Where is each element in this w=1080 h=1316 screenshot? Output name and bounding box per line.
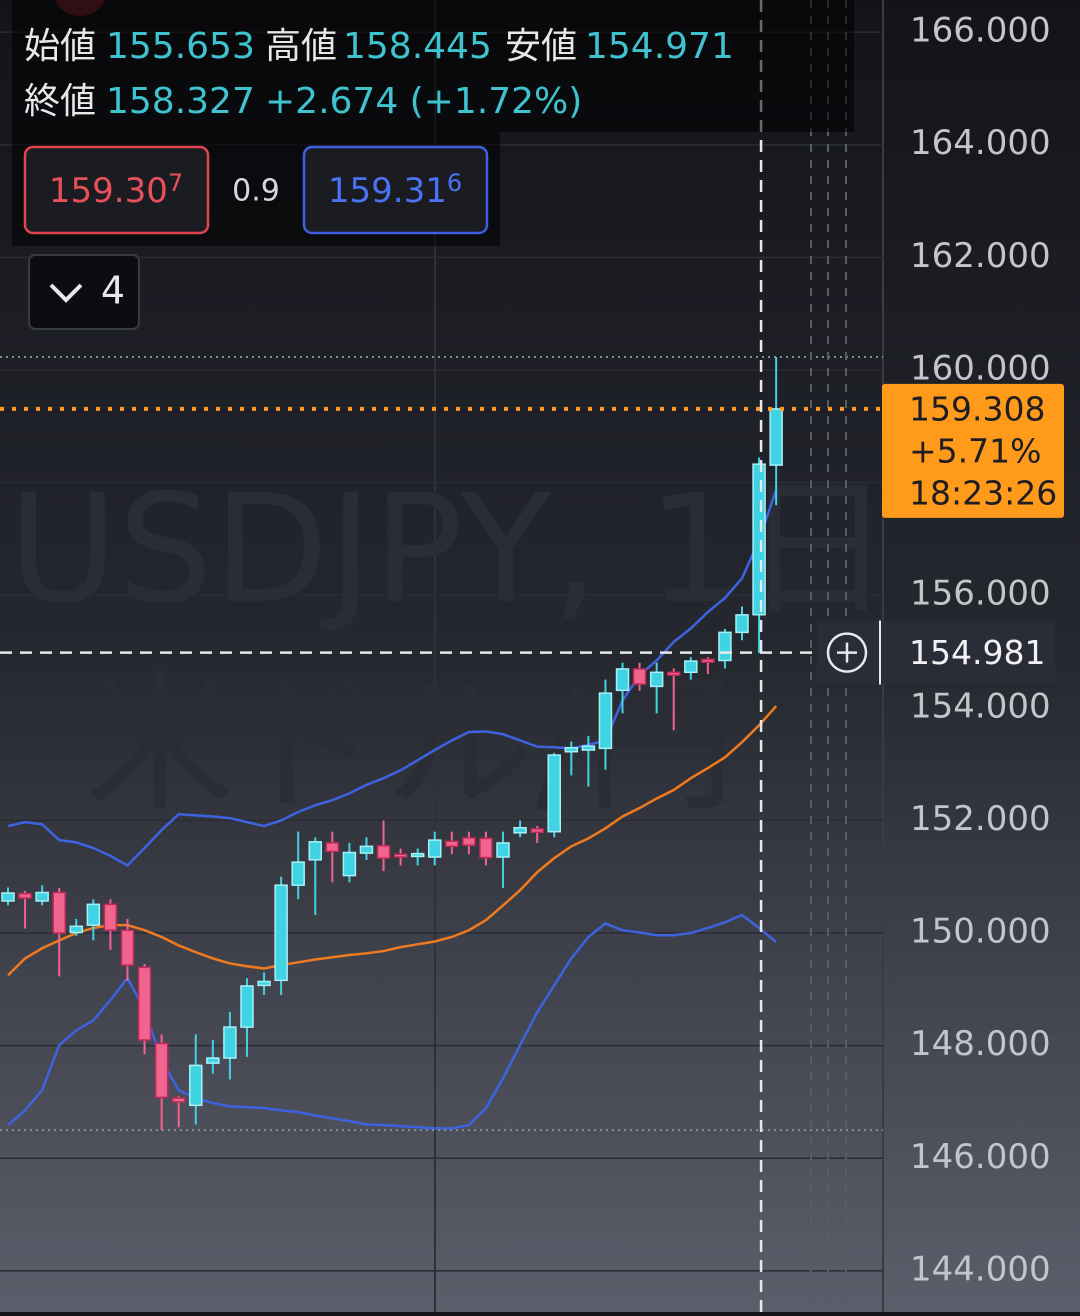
candle-body	[496, 842, 510, 858]
buy-button[interactable]	[302, 145, 489, 235]
candle-body	[718, 631, 732, 662]
low-value: 154.971	[585, 26, 734, 67]
candle-body	[513, 826, 527, 834]
candle-body	[410, 852, 425, 858]
candle-body	[325, 842, 340, 853]
candle-body	[120, 929, 135, 966]
candle-body	[171, 1097, 186, 1103]
indicator-toggle[interactable]	[28, 254, 140, 330]
sell-price-pip: 7	[168, 169, 183, 197]
y-tick-label: 152.000	[910, 799, 1051, 839]
chevron-icon	[49, 283, 83, 303]
candle-body	[103, 903, 118, 931]
candle-body	[1, 892, 15, 902]
price-tag	[882, 383, 1064, 518]
ohlc-header: 始値 155.653 高値 158.445 安値 154.971 終値 158.…	[24, 26, 734, 122]
candle-body	[393, 853, 408, 858]
candle-body	[462, 837, 476, 846]
candle-body	[137, 966, 152, 1041]
high-label: 高値	[265, 26, 337, 67]
y-tick-label: 164.000	[910, 123, 1051, 163]
candle-body	[223, 1026, 237, 1059]
candle-body	[18, 892, 32, 899]
candle-body	[86, 903, 101, 926]
candle-body	[359, 845, 374, 854]
indicator-line	[7, 489, 778, 868]
candle-body	[69, 925, 84, 934]
watermark-symbol: USDJPY, 1日	[8, 463, 892, 637]
buy-price[interactable]: 159.316	[328, 169, 462, 211]
candle-body	[701, 658, 715, 663]
candle-body	[154, 1042, 169, 1099]
candle-body	[666, 671, 681, 676]
candle-body	[564, 747, 579, 753]
candle-body	[342, 851, 357, 877]
y-tick-label: 150.000	[910, 912, 1051, 952]
close-label: 終値	[24, 81, 96, 122]
open-label: 始値	[24, 26, 96, 67]
bar-countdown: 18:23:26	[909, 473, 1057, 512]
plus-icon	[837, 642, 857, 663]
candle-body	[376, 845, 391, 859]
y-tick-label: 146.000	[910, 1137, 1051, 1177]
candle-body	[240, 985, 254, 1028]
candle-body	[769, 408, 783, 466]
indicator-line	[7, 705, 778, 977]
candle-body	[52, 891, 66, 934]
candle-body	[735, 614, 749, 634]
price-label: 159.308	[909, 389, 1045, 428]
close-value: 158.327	[106, 81, 255, 122]
sell-button[interactable]	[23, 145, 210, 235]
sell-price[interactable]: 159.307	[49, 169, 183, 211]
candle-body	[547, 754, 561, 833]
candle-body	[257, 980, 271, 987]
candle-body	[581, 745, 596, 751]
buy-price-main: 159.31	[328, 171, 447, 211]
candle-body	[752, 463, 766, 616]
y-tick-label: 148.000	[910, 1024, 1051, 1064]
high-value: 158.445	[343, 26, 492, 67]
candle-body	[274, 884, 288, 982]
candle-body	[530, 828, 544, 833]
candle-body	[598, 692, 613, 750]
low-label: 安値	[505, 26, 577, 67]
candle-body	[684, 660, 698, 674]
y-tick-label: 166.000	[910, 11, 1051, 51]
y-tick-label: 154.000	[910, 686, 1051, 726]
indicator-count: 4	[101, 269, 125, 313]
price-change: +5.71%	[909, 431, 1041, 470]
candle-body	[445, 840, 459, 848]
candle-body	[35, 891, 49, 902]
candle-body	[428, 839, 442, 858]
candle-body	[308, 841, 323, 861]
buy-price-pip: 6	[447, 169, 462, 197]
candle-body	[615, 668, 630, 692]
indicator-line	[7, 913, 777, 1130]
candle-body	[206, 1057, 220, 1064]
crosshair-tag	[817, 620, 1055, 685]
crosshair-price: 154.981	[909, 633, 1045, 672]
open-value: 155.653	[106, 26, 255, 67]
crosshair-add-icon[interactable]	[826, 632, 868, 673]
candle-body	[291, 861, 305, 886]
spread: 0.9	[232, 174, 280, 209]
y-tick-label: 144.000	[910, 1249, 1051, 1289]
candle-body	[649, 671, 664, 688]
y-tick-label: 162.000	[910, 236, 1051, 276]
candle-body	[479, 837, 493, 859]
candle-body	[632, 668, 647, 685]
y-tick-label: 160.000	[910, 348, 1051, 388]
change-value: +2.674 (+1.72%)	[265, 81, 582, 122]
sell-price-main: 159.30	[49, 171, 168, 211]
y-tick-label: 156.000	[910, 574, 1051, 614]
ohlc-panel	[12, 0, 854, 132]
candle-body	[189, 1064, 203, 1107]
